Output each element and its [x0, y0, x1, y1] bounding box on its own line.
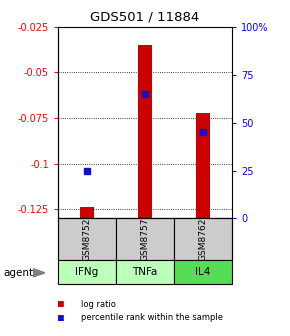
Text: log ratio: log ratio	[81, 300, 116, 308]
Text: IFNg: IFNg	[75, 267, 99, 277]
Text: ■: ■	[58, 299, 64, 309]
Text: GSM8757: GSM8757	[140, 218, 150, 261]
Text: agent: agent	[3, 268, 33, 278]
Bar	[58, 260, 116, 284]
Text: IL4: IL4	[195, 267, 211, 277]
Bar	[116, 218, 174, 260]
Bar	[116, 260, 174, 284]
Bar	[174, 218, 232, 260]
Bar	[174, 260, 232, 284]
Text: GSM8752: GSM8752	[82, 218, 92, 261]
Text: GDS501 / 11884: GDS501 / 11884	[90, 10, 200, 23]
Bar	[80, 207, 94, 218]
Bar	[138, 45, 152, 218]
Polygon shape	[33, 269, 45, 277]
Text: GSM8762: GSM8762	[198, 218, 208, 261]
Bar	[58, 218, 116, 260]
Bar	[196, 113, 210, 218]
Text: ■: ■	[58, 312, 64, 323]
Text: percentile rank within the sample: percentile rank within the sample	[81, 313, 223, 322]
Text: TNFa: TNFa	[132, 267, 158, 277]
